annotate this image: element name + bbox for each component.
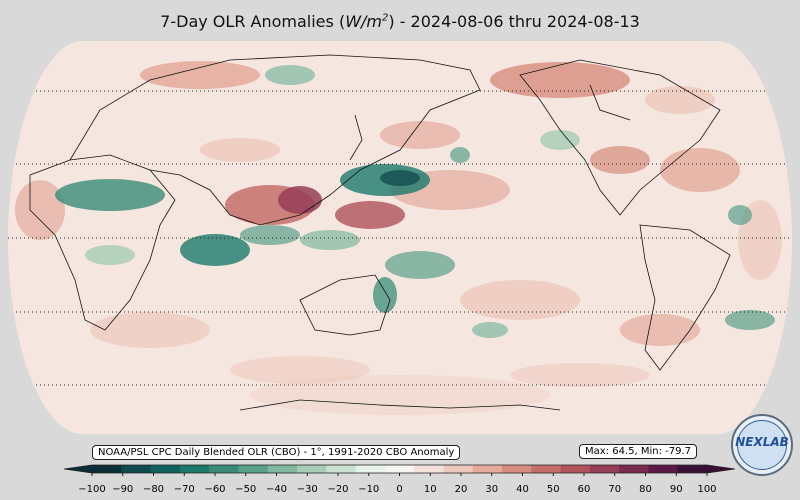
graticule <box>8 90 792 386</box>
map-title: 7-Day OLR Anomalies (W/m2) - 2024-08-06 … <box>160 12 640 31</box>
colorbar-tick-label: 100 <box>697 484 717 495</box>
coastlines <box>29 54 731 411</box>
colorbar-tick-label: 20 <box>454 484 468 495</box>
max-min-stats: Max: 64.5, Min: -79.7 <box>579 444 698 459</box>
colorbar-segment <box>179 465 210 473</box>
colorbar-segment <box>92 465 122 473</box>
colorbar-segment <box>502 465 532 473</box>
colorbar-tick-label: 40 <box>516 484 529 495</box>
colorbar-tick-label: −30 <box>296 484 318 495</box>
colorbar-tick-label: 90 <box>669 484 683 495</box>
colorbar-tick-label: −20 <box>327 484 349 495</box>
colorbar-segment <box>648 465 679 473</box>
colorbar-segment <box>121 465 152 473</box>
colorbar-tick-label: −70 <box>173 484 195 495</box>
colorbar-segment <box>531 465 562 473</box>
nexlab-logo: NEXLAB <box>731 414 793 476</box>
colorbar-tick-label: 30 <box>485 484 499 495</box>
colorbar-tick-label: −40 <box>265 484 288 495</box>
colorbar-tick-label: −100 <box>78 484 106 495</box>
colorbar-segment <box>560 465 591 473</box>
colorbar-segment <box>355 465 386 473</box>
colorbar-tick-label: −80 <box>142 484 165 495</box>
colorbar-segment <box>297 465 327 473</box>
colorbar-tick-labels: −100 −90 −80 −70 −60 −50 −40 −30 −20 −10 0 10 20 30 40… <box>0 484 800 498</box>
colorbar-segment <box>384 465 415 473</box>
colorbar <box>63 464 736 476</box>
data-source-note: NOAA/PSL CPC Daily Blended OLR (CBO) - 1… <box>92 445 461 460</box>
colorbar-segment <box>209 465 239 473</box>
colorbar-tick-label: 50 <box>546 484 560 495</box>
colorbar-tick-label: 80 <box>639 484 652 495</box>
colorbar-segment <box>472 465 503 473</box>
colorbar-tick-label: −10 <box>358 484 380 495</box>
colorbar-extend-min <box>64 465 92 473</box>
colorbar-segment <box>589 465 620 473</box>
colorbar-tick-label: 70 <box>608 484 622 495</box>
colorbar-segment <box>443 465 474 473</box>
colorbar-extend-max <box>707 465 735 473</box>
colorbar-tick-label: −60 <box>204 484 226 495</box>
colorbar-tick-label: −90 <box>112 484 134 495</box>
colorbar-tick-label: 60 <box>577 484 591 495</box>
logo-text: NEXLAB <box>735 435 789 449</box>
anomaly-field <box>8 54 792 415</box>
colorbar-segment <box>238 465 269 473</box>
colorbar-segment <box>267 465 298 473</box>
colorbar-segment <box>677 465 708 473</box>
colorbar-segment <box>150 465 181 473</box>
colorbar-tick-label: 0 <box>396 484 403 495</box>
colorbar-tick-label: 10 <box>423 484 437 495</box>
colorbar-segment <box>414 465 444 473</box>
colorbar-segment <box>619 465 649 473</box>
colorbar-segment <box>326 465 357 473</box>
colorbar-tick-label: −50 <box>235 484 257 495</box>
